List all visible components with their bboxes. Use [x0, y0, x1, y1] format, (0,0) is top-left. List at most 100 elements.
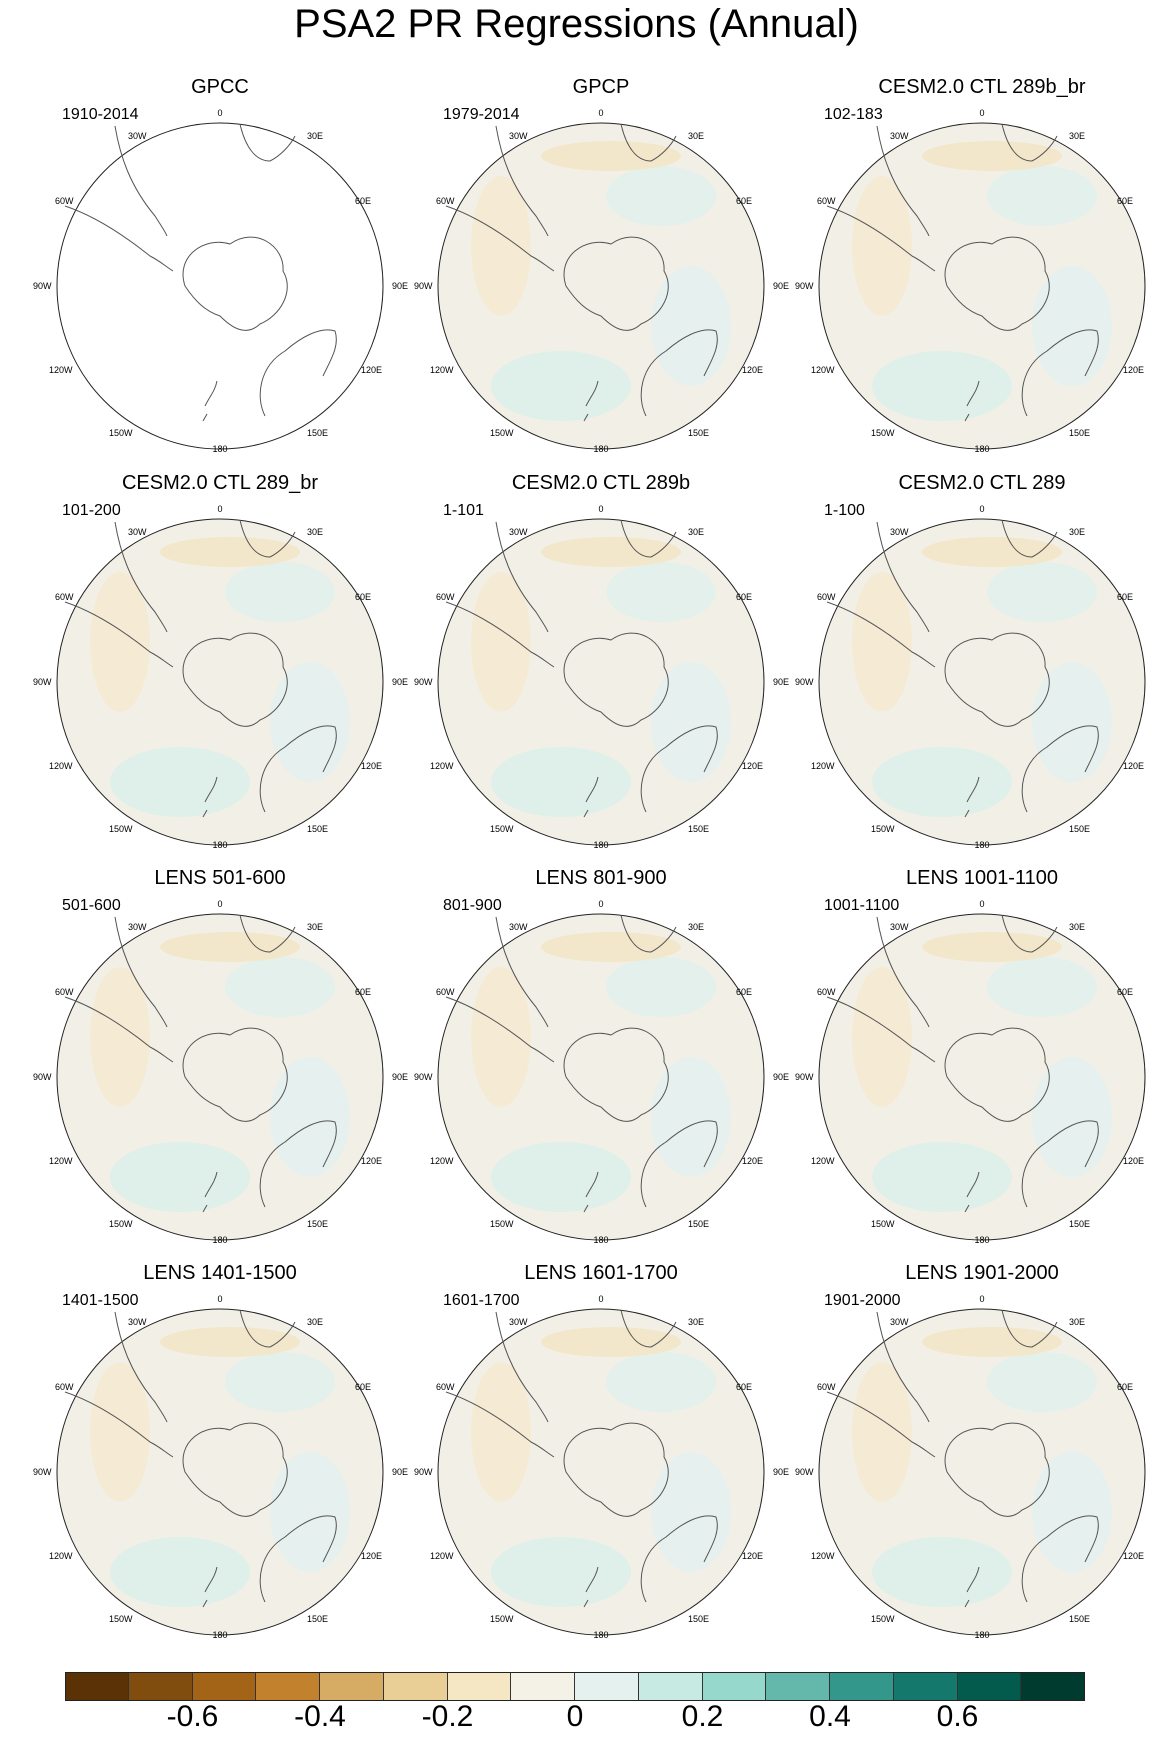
longitude-label: 120E	[742, 365, 763, 375]
longitude-label: 30W	[890, 527, 909, 537]
longitude-label: 30E	[688, 131, 704, 141]
australia-coastline	[259, 725, 337, 813]
antarctica-coastline	[944, 1422, 1050, 1517]
anomaly-field	[471, 967, 531, 1107]
antarctica-coastline	[563, 1422, 669, 1517]
colorbar-label: 0.4	[809, 1700, 851, 1733]
antarctica-coastline	[944, 236, 1050, 331]
longitude-label: 150W	[109, 1219, 133, 1229]
anomaly-field	[541, 141, 681, 171]
longitude-label: 120W	[430, 761, 454, 771]
anomaly-field	[225, 562, 335, 622]
panel-title: GPCC	[191, 76, 249, 98]
panel-title: LENS 1901-2000	[905, 1262, 1059, 1284]
longitude-label: 150W	[871, 1614, 895, 1624]
longitude-label: 120E	[361, 365, 382, 375]
anomaly-field	[270, 1057, 350, 1177]
longitude-label: 150W	[490, 1219, 514, 1229]
longitude-label: 30W	[128, 922, 147, 932]
anomaly-field	[922, 141, 1062, 171]
longitude-label: 180	[212, 840, 227, 850]
anomaly-field	[160, 537, 300, 567]
anomaly-field	[852, 572, 912, 712]
longitude-label: 120W	[811, 365, 835, 375]
longitude-label: 120E	[1123, 761, 1144, 771]
longitude-label: 30E	[688, 922, 704, 932]
longitude-label: 120E	[1123, 1551, 1144, 1561]
longitude-label: 90W	[414, 1072, 433, 1082]
south-america-coastline	[114, 1311, 168, 1423]
south-america-coastline	[114, 125, 168, 237]
colorbar-swatch	[702, 1672, 767, 1701]
anomaly-field	[852, 967, 912, 1107]
longitude-label: 150E	[307, 1614, 328, 1624]
south-america-coastline	[445, 601, 555, 668]
anomaly-field	[90, 1362, 150, 1502]
south-america-coastline	[876, 125, 930, 237]
australia-coastline	[259, 1515, 337, 1603]
longitude-label: 120W	[49, 1551, 73, 1561]
longitude-label: 30E	[307, 527, 323, 537]
longitude-label: 60W	[817, 592, 836, 602]
longitude-label: 90E	[773, 1072, 789, 1082]
colorbar-swatch	[256, 1672, 320, 1701]
anomaly-field	[606, 957, 716, 1017]
map-panel: CESM2.0 CTL 289b_br018030W30E60W60E90W90…	[792, 76, 1153, 471]
colorbar-label: -0.4	[294, 1700, 346, 1733]
longitude-label: 30E	[1069, 131, 1085, 141]
longitude-label: 60W	[55, 1382, 74, 1392]
new-zealand-coastline	[583, 380, 599, 422]
africa-coastline	[620, 519, 677, 558]
anomaly-field	[987, 1352, 1097, 1412]
map-panel: LENS 1901-2000018030W30E60W60E90W90E120W…	[792, 1262, 1153, 1657]
anomaly-field	[1032, 266, 1112, 386]
antarctica-coastline	[182, 236, 288, 331]
longitude-label: 60W	[817, 987, 836, 997]
colorbar-swatch	[893, 1672, 958, 1701]
australia-coastline	[640, 1120, 718, 1208]
map-disc	[56, 122, 384, 450]
panel-title: LENS 1401-1500	[143, 1262, 297, 1284]
australia-coastline	[640, 329, 718, 417]
panel-title: LENS 1601-1700	[524, 1262, 678, 1284]
south-america-coastline	[826, 1391, 936, 1458]
panel-title: LENS 1001-1100	[906, 867, 1058, 889]
longitude-label: 180	[974, 840, 989, 850]
longitude-label: 120E	[1123, 365, 1144, 375]
longitude-label: 60E	[1117, 592, 1133, 602]
colorbar-swatch	[192, 1672, 257, 1701]
longitude-label: 150W	[871, 1219, 895, 1229]
anomaly-field	[606, 562, 716, 622]
longitude-label: 150W	[871, 428, 895, 438]
australia-coastline	[640, 725, 718, 813]
map-panel: LENS 801-900 0 180 30W 30E 60W 60E 90W 90E 120W 12…	[411, 867, 791, 1262]
longitude-label: 0	[979, 504, 984, 514]
antarctica-coastline	[182, 632, 288, 727]
anomaly-field	[651, 662, 731, 782]
longitude-label: 90W	[414, 281, 433, 291]
anomaly-field	[160, 1327, 300, 1357]
longitude-label: 150E	[307, 1219, 328, 1229]
longitude-label: 60W	[55, 196, 74, 206]
africa-coastline	[1001, 123, 1058, 162]
anomaly-field	[606, 166, 716, 226]
longitude-label: 30E	[1069, 527, 1085, 537]
anomaly-field	[872, 351, 1012, 421]
anomaly-field	[651, 266, 731, 386]
longitude-label: 90W	[414, 1467, 433, 1477]
colorbar-swatch	[957, 1672, 1022, 1701]
longitude-label: 150W	[490, 1614, 514, 1624]
south-america-coastline	[495, 1311, 549, 1423]
new-zealand-coastline	[583, 1566, 599, 1608]
colorbar-label: -0.6	[166, 1700, 219, 1733]
longitude-label: 90W	[33, 1467, 52, 1477]
anomaly-field	[471, 1362, 531, 1502]
longitude-label: 150E	[1069, 1614, 1090, 1624]
map-panel: LENS 501-600 0 180 30W 30E 60W 60E 90W 90E 120W 12…	[30, 867, 410, 1262]
antarctica-coastline	[182, 1422, 288, 1517]
colorbar-label: 0.6	[936, 1700, 979, 1733]
